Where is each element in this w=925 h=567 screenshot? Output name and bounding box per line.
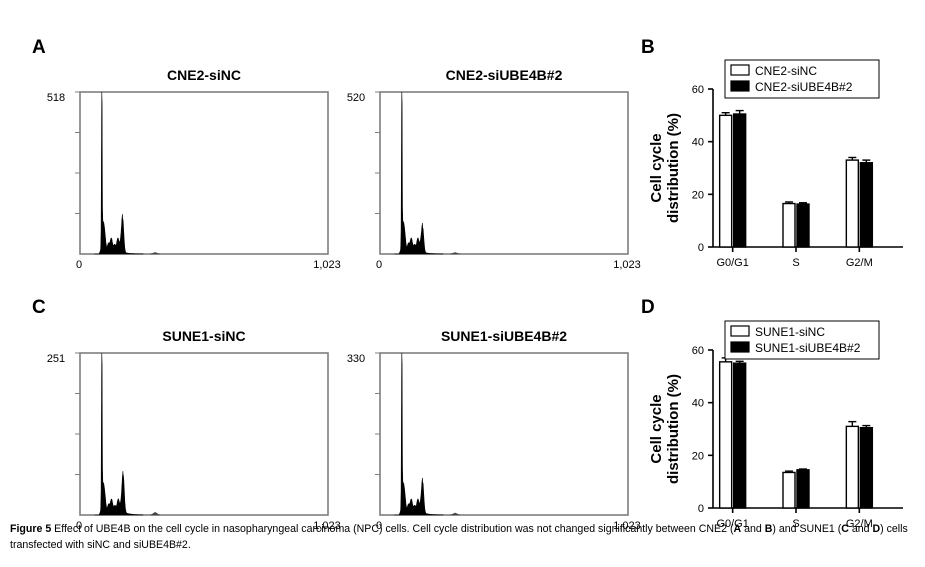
panel-letter-c: C xyxy=(32,297,46,318)
caption-text-1: Effect of UBE4B on the cell cycle in nas… xyxy=(51,523,734,535)
bar xyxy=(732,362,747,509)
x-tick-label: G0/G1 xyxy=(716,257,748,269)
histogram-dna-profile xyxy=(94,91,144,255)
histogram-dna-profile xyxy=(394,352,444,516)
histogram-frame xyxy=(379,91,629,255)
y-tick-label: 0 xyxy=(698,242,704,254)
histogram-x-tick-label: 1,023 xyxy=(613,259,641,271)
histogram-ymax-label: 330 xyxy=(347,353,365,365)
histogram-x-tick-label: 1,023 xyxy=(613,520,641,532)
caption-and-1: and xyxy=(741,523,765,535)
histogram-ymax-label: 251 xyxy=(47,353,65,365)
caption-bold-d: D xyxy=(872,523,881,535)
histogram-cne2-siube4b2: CNE2-siUBE4B#2 520 0 1,023 xyxy=(347,67,641,271)
x-tick-label: S xyxy=(792,518,799,530)
y-axis-label-line-2: distribution (%) xyxy=(665,374,682,484)
x-tick-label: G2/M xyxy=(846,257,873,269)
histogram-title: CNE2-siNC xyxy=(167,67,241,83)
histogram-ymax-label: 518 xyxy=(47,92,65,104)
histogram-aggregate-bump xyxy=(150,512,161,516)
bar xyxy=(859,162,874,248)
bar xyxy=(782,202,796,248)
histogram-frame xyxy=(79,91,329,255)
y-tick-label: 40 xyxy=(692,398,704,410)
y-tick-label: 60 xyxy=(692,345,704,357)
histogram-title: CNE2-siUBE4B#2 xyxy=(446,67,563,83)
histogram-x-tick-label: 0 xyxy=(376,520,382,532)
legend-label: SUNE1-siUBE4B#2 xyxy=(755,341,861,355)
bar xyxy=(845,159,860,248)
histogram-aggregate-bump xyxy=(450,252,461,255)
panel-letter-d: D xyxy=(641,297,655,318)
panel-letter-b: B xyxy=(641,37,655,58)
x-tick-label: G2/M xyxy=(846,518,873,530)
bar xyxy=(718,361,733,509)
caption-bold-c: C xyxy=(841,523,849,535)
caption-label: Figure 5 xyxy=(10,523,52,535)
histogram-x-tick-label: 0 xyxy=(376,259,382,271)
x-tick-label: S xyxy=(792,257,799,269)
x-tick-label: G0/G1 xyxy=(716,518,748,530)
y-tick-label: 0 xyxy=(698,503,704,515)
histogram-frame xyxy=(79,352,329,516)
bar xyxy=(859,426,874,509)
bar-chart-cne2: Cell cycle distribution (%) 0 20 40 60 G0/G1 S G… xyxy=(648,59,903,269)
histogram-x-tick-label: 1,023 xyxy=(313,520,341,532)
histogram-dna-profile xyxy=(94,352,144,516)
bar xyxy=(718,114,733,248)
legend-label: CNE2-siNC xyxy=(755,64,817,78)
histogram-x-tick-label: 0 xyxy=(76,259,82,271)
histogram-aggregate-bump xyxy=(150,252,161,255)
y-axis-label-line-2: distribution (%) xyxy=(665,113,682,223)
panel-letter-a: A xyxy=(32,37,46,58)
caption-text-2: ) and SUNE1 ( xyxy=(772,523,842,535)
histogram-frame xyxy=(379,352,629,516)
histogram-sune1-sinc: SUNE1-siNC 251 0 1,023 xyxy=(47,328,341,532)
histogram-cne2-sinc: CNE2-siNC 518 0 1,023 xyxy=(47,67,341,271)
y-tick-label: 40 xyxy=(692,137,704,149)
legend-label: CNE2-siUBE4B#2 xyxy=(755,80,853,94)
bar xyxy=(796,203,810,248)
histogram-x-tick-label: 1,023 xyxy=(313,259,341,271)
histogram-title: SUNE1-siNC xyxy=(162,328,245,344)
histogram-x-tick-label: 0 xyxy=(76,520,82,532)
y-tick-label: 20 xyxy=(692,450,704,462)
histogram-aggregate-bump xyxy=(450,512,461,516)
panel-letters: A B C D xyxy=(32,37,655,318)
histogram-dna-profile xyxy=(394,91,444,255)
caption-text-3: ) cells transfected with siNC and siUBE4… xyxy=(10,523,908,551)
bar xyxy=(845,425,860,509)
legend-label: SUNE1-siNC xyxy=(755,325,825,339)
legend-swatch xyxy=(730,341,750,353)
caption-and-2: and xyxy=(848,523,873,535)
y-axis-label: Cell cycle xyxy=(648,394,665,463)
bar xyxy=(732,113,747,248)
legend-box xyxy=(724,320,880,360)
y-axis-label: Cell cycle xyxy=(648,133,665,202)
figure-caption: Figure 5 Effect of UBE4B on the cell cyc… xyxy=(10,521,915,553)
y-tick-label: 60 xyxy=(692,84,704,96)
histogram-sune1-siube4b2: SUNE1-siUBE4B#2 330 0 1,023 xyxy=(347,328,641,532)
legend-box xyxy=(724,59,880,99)
bar-chart-sune1: Cell cycle distribution (%) 0 20 40 60 G0/G1 S G… xyxy=(648,320,903,530)
legend-swatch xyxy=(730,64,750,76)
histogram-title: SUNE1-siUBE4B#2 xyxy=(441,328,567,344)
y-tick-label: 20 xyxy=(692,189,704,201)
histogram-ymax-label: 520 xyxy=(347,92,365,104)
bar xyxy=(796,469,810,509)
caption-bold-b: B xyxy=(764,523,773,535)
legend-swatch xyxy=(730,80,750,92)
legend-swatch xyxy=(730,325,750,337)
caption-bold-a: A xyxy=(733,523,742,535)
bar xyxy=(782,471,796,509)
